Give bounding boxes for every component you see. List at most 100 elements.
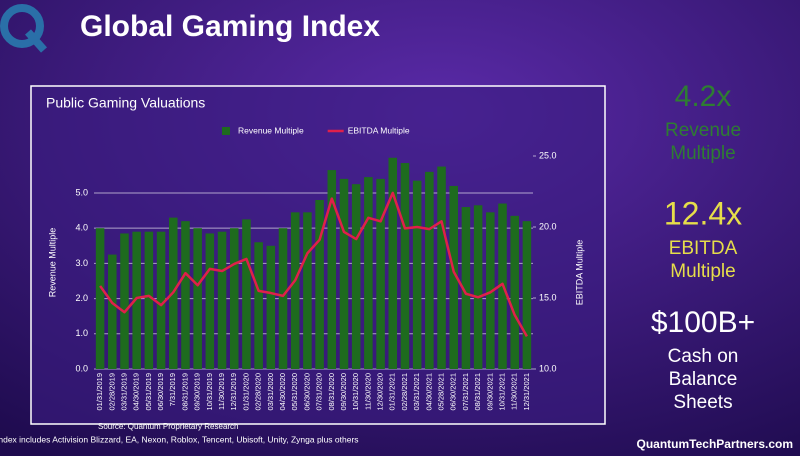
x-tick-label: 05/31/2020 (290, 373, 299, 411)
bar (278, 228, 288, 369)
x-tick-label: 11/30/2019 (217, 373, 226, 410)
bar (425, 171, 434, 369)
x-tick-label: 03/31/2021 (412, 373, 421, 411)
stat-label: Revenue (665, 120, 741, 141)
y2-tick-label: 10.0 (539, 363, 557, 373)
line (99, 191, 528, 337)
y2-tick-label: 20.0 (539, 221, 557, 231)
x-tick-label: 04/30/2021 (424, 373, 433, 411)
x-tick-label: 10/31/2021 (497, 373, 506, 411)
chart-title: Public Gaming Valuations (46, 95, 205, 111)
bar (254, 242, 263, 369)
legend-label: Revenue Multiple (238, 125, 304, 135)
y-tick-label: 3.0 (75, 258, 88, 268)
x-tick-label: 06/30/2019 (156, 373, 165, 411)
bar (120, 233, 129, 369)
bar (95, 228, 105, 369)
x-tick-label: 11/30/2021 (510, 373, 519, 410)
x-tick-label: 08/31/2020 (327, 373, 336, 411)
bar (412, 180, 422, 369)
x-tick-label: 11/30/2020 (363, 373, 372, 410)
x-tick-label: 09/30/2019 (193, 373, 202, 411)
x-tick-label: 02/28/2019 (107, 373, 116, 411)
x-tick-label: 02/28/2020 (254, 373, 263, 411)
bar (144, 231, 154, 369)
bar (108, 254, 117, 369)
bar (205, 233, 215, 369)
bar (156, 231, 166, 369)
logo (0, 4, 47, 53)
bar (376, 178, 385, 369)
stat-label: EBITDA (669, 238, 738, 259)
x-tick-label: 7/31/2019 (168, 373, 177, 406)
x-tick-label: 06/30/2021 (449, 373, 458, 411)
bar (290, 212, 300, 369)
bar (473, 205, 483, 369)
bar (181, 221, 190, 369)
bar (522, 221, 532, 369)
bar (388, 157, 398, 369)
y2-axis-label: EBITDA Multiple (574, 240, 584, 306)
x-tick-label: 03/31/2019 (119, 373, 128, 411)
x-tick-label: 01/31/2021 (388, 373, 397, 411)
y-tick-label: 1.0 (75, 328, 88, 338)
bar (461, 207, 471, 369)
legend-swatch (222, 127, 230, 135)
x-tick-label: 12/31/2021 (522, 373, 531, 411)
website: QuantumTechPartners.com (637, 437, 793, 451)
x-tick-label: 06/30/2020 (302, 373, 311, 411)
x-tick-label: 01/31/2020 (241, 373, 250, 411)
bar (437, 166, 446, 369)
y-tick-label: 5.0 (75, 187, 88, 197)
bar (449, 185, 459, 369)
bar (193, 228, 202, 369)
bar (364, 177, 373, 369)
x-tick-label: 08/31/2021 (473, 373, 482, 411)
x-tick-label: 10/31/2020 (351, 373, 360, 411)
bar (229, 228, 239, 369)
x-tick-label: 04/30/2020 (278, 373, 287, 411)
bar (510, 215, 519, 369)
y2-tick-label: 25.0 (539, 150, 557, 160)
bar (303, 212, 312, 369)
bar (315, 200, 324, 369)
stat-value: 4.2x (675, 80, 732, 113)
x-tick-label: 03/31/2020 (266, 373, 275, 411)
chart-source: Source: Quantum Proprietary Research (98, 422, 239, 431)
x-tick-label: 12/31/2019 (229, 373, 238, 411)
bar (400, 163, 410, 369)
bar (486, 212, 495, 369)
x-tick-label: 10/31/2019 (205, 373, 214, 411)
x-tick-label: 02/28/2021 (400, 373, 409, 411)
y-tick-label: 4.0 (75, 223, 88, 233)
slide-title: Global Gaming Index (80, 10, 380, 43)
x-tick-label: 04/30/2019 (132, 373, 141, 411)
x-tick-label: 09/30/2021 (485, 373, 494, 411)
stat-label: Multiple (670, 261, 735, 282)
stat-label: Multiple (670, 143, 735, 164)
stat-value: 12.4x (664, 195, 742, 231)
y-tick-label: 2.0 (75, 293, 88, 303)
bar (327, 170, 337, 369)
x-tick-label: 09/30/2020 (339, 373, 348, 411)
x-tick-label: 08/31/2019 (180, 373, 189, 411)
x-tick-label: 05/31/2019 (144, 373, 153, 411)
x-tick-label: 07/31/2021 (461, 373, 470, 411)
x-tick-label: 07/31/2020 (315, 373, 324, 411)
bar (266, 245, 276, 369)
stat-label: Cash on (668, 346, 739, 367)
x-tick-label: 05/28/2021 (437, 373, 446, 411)
legend-label: EBITDA Multiple (348, 125, 410, 135)
x-tick-label: 12/30/2020 (376, 373, 385, 411)
footnote: Index includes Activision Blizzard, EA, … (0, 434, 359, 444)
bar (242, 219, 251, 369)
bar (217, 231, 227, 369)
x-tick-label: 01/31/2019 (95, 373, 104, 411)
stat-label: Balance (669, 369, 738, 390)
stat-value: $100B+ (651, 306, 755, 339)
bar (351, 184, 361, 369)
y-tick-label: 0.0 (75, 363, 88, 373)
bar (339, 178, 349, 369)
